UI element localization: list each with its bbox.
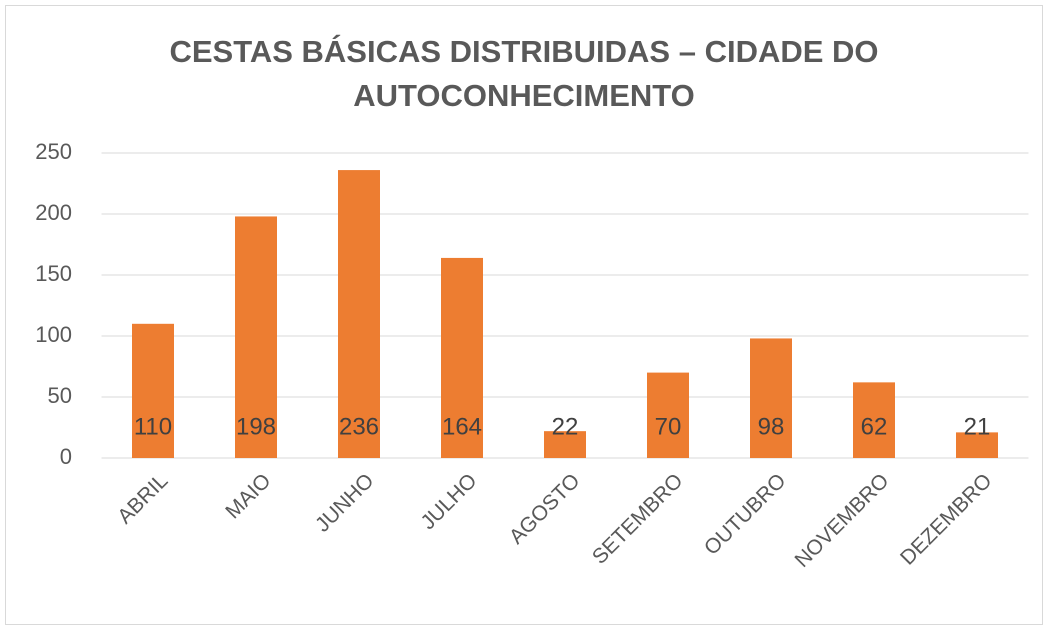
- data-label: 70: [655, 413, 682, 440]
- y-tick-label: 0: [60, 444, 72, 469]
- y-tick-label: 50: [48, 383, 72, 408]
- data-label: 22: [552, 413, 579, 440]
- bar: [647, 372, 689, 458]
- bar: [338, 170, 380, 458]
- bar: [750, 338, 792, 458]
- y-tick-label: 150: [35, 261, 72, 286]
- data-label: 21: [964, 413, 991, 440]
- y-tick-label: 200: [35, 200, 72, 225]
- bar: [235, 216, 277, 458]
- data-label: 110: [134, 413, 172, 440]
- bar: [544, 431, 586, 458]
- bar: [441, 257, 483, 458]
- bar: [853, 382, 895, 458]
- data-label: 236: [339, 413, 379, 440]
- bar: [956, 432, 998, 458]
- data-label: 98: [758, 413, 785, 440]
- chart-title: CESTAS BÁSICAS DISTRIBUIDAS – CIDADE DO …: [169, 34, 879, 113]
- bar: [132, 323, 174, 458]
- y-tick-label: 250: [35, 139, 72, 164]
- data-label: 62: [861, 413, 888, 440]
- data-label: 198: [236, 413, 276, 440]
- chart-border: [5, 5, 1043, 625]
- data-label: 164: [442, 413, 482, 440]
- y-tick-label: 100: [35, 322, 72, 347]
